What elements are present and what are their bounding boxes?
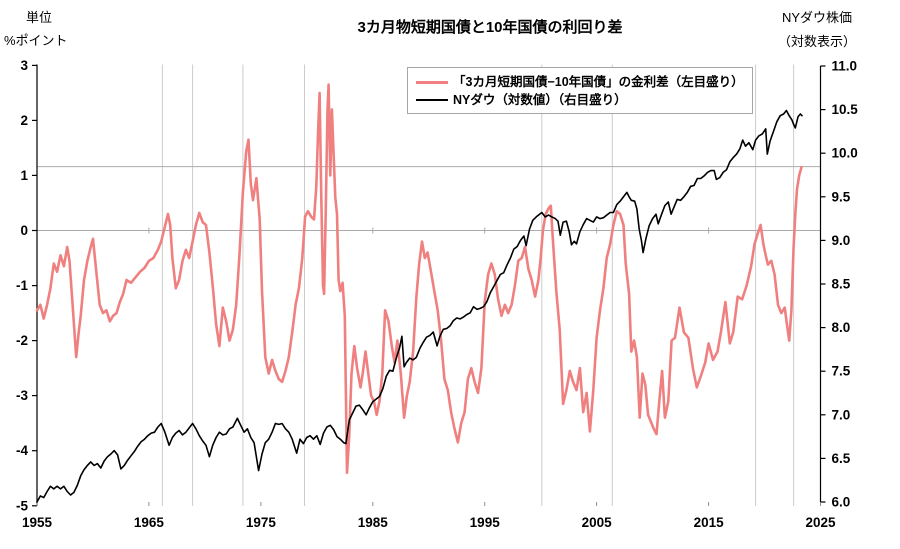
right-axis-label-line2: （対数表示） — [777, 34, 856, 49]
left-axis-tick-label: -1 — [16, 278, 28, 293]
legend-label-dow: NYダウ（対数値）（右目盛り） — [453, 93, 627, 107]
legend: 「3カ月短期国債−10年国債」の金利差（左目盛り） NYダウ（対数値）（右目盛り… — [407, 67, 753, 114]
right-axis-tick-label: 9.5 — [832, 189, 851, 204]
right-axis-tick-label: 9.0 — [832, 233, 851, 248]
right-axis-tick-label: 7.0 — [832, 407, 851, 422]
left-axis-tick-label: -4 — [16, 443, 28, 458]
legend-item-dow: NYダウ（対数値）（右目盛り） — [416, 91, 744, 109]
right-axis-label-line1: NYダウ株価 — [781, 10, 853, 25]
right-axis-tick-label: 7.5 — [832, 364, 851, 379]
right-axis-tick-label: 8.0 — [832, 320, 851, 335]
x-axis-tick-label: 1975 — [246, 515, 277, 530]
x-axis-tick-label: 2005 — [582, 515, 613, 530]
chart-title: 3カ月物短期国債と10年国債の利回り差 — [357, 19, 623, 36]
left-axis-tick-label: -2 — [16, 333, 28, 348]
right-axis-tick-label: 6.5 — [832, 451, 851, 466]
spread-line-swatch — [416, 80, 448, 84]
left-axis-tick-label: 3 — [20, 58, 28, 73]
x-axis-tick-label: 2015 — [694, 515, 725, 530]
left-axis-tick-label: -5 — [16, 498, 28, 513]
dow-line — [36, 109, 803, 503]
right-axis-tick-label: 6.0 — [832, 495, 851, 510]
dow-line-swatch — [416, 99, 448, 101]
x-axis-tick-label: 1985 — [358, 515, 389, 530]
right-axis-tick-label: 10.5 — [832, 102, 859, 117]
right-axis-tick-label: 8.5 — [832, 277, 851, 292]
x-axis-tick-label: 2025 — [805, 515, 836, 530]
left-axis-unit-label-line2: %ポイント — [4, 33, 68, 48]
left-axis-tick-label: -3 — [16, 388, 28, 403]
legend-label-spread: 「3カ月短期国債−10年国債」の金利差（左目盛り） — [453, 75, 744, 89]
x-axis-tick-label: 1955 — [22, 515, 53, 530]
right-axis-tick-label: 10.0 — [832, 146, 858, 161]
x-axis-tick-label: 1965 — [134, 515, 165, 530]
left-axis-tick-label: 1 — [20, 168, 28, 183]
x-axis-tick-label: 1995 — [470, 515, 501, 530]
left-axis-tick-label: 0 — [20, 223, 28, 238]
left-axis-unit-label-line1: 単位 — [26, 10, 53, 25]
right-axis-tick-label: 11.0 — [832, 59, 858, 74]
spread-line — [35, 83, 803, 475]
left-axis-tick-label: 2 — [20, 113, 28, 128]
legend-item-spread: 「3カ月短期国債−10年国債」の金利差（左目盛り） — [416, 73, 744, 91]
